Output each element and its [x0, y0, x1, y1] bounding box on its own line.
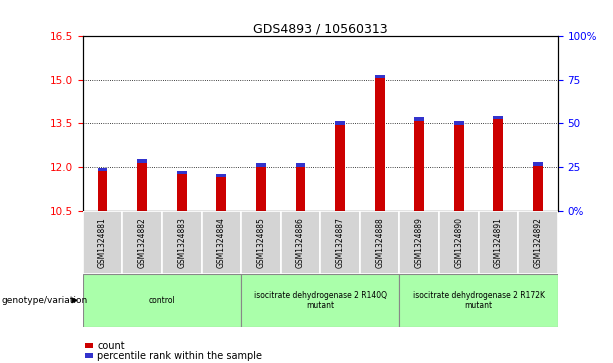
Bar	[137, 163, 147, 211]
Bar	[295, 167, 305, 211]
Bar	[414, 117, 424, 121]
Text: GSM1324882: GSM1324882	[138, 217, 147, 268]
Text: GSM1324887: GSM1324887	[335, 217, 345, 268]
Bar	[295, 163, 305, 167]
Bar	[479, 211, 518, 274]
Text: GSM1324889: GSM1324889	[415, 217, 424, 268]
Bar	[123, 211, 162, 274]
Bar	[360, 211, 400, 274]
Bar	[97, 171, 107, 211]
Bar	[335, 121, 345, 125]
Bar	[400, 274, 558, 327]
Bar	[85, 354, 93, 358]
Bar	[97, 168, 107, 171]
Bar	[241, 274, 400, 327]
Bar	[202, 211, 241, 274]
Text: count: count	[97, 340, 125, 351]
Bar	[137, 159, 147, 163]
Text: genotype/variation: genotype/variation	[1, 296, 88, 305]
Bar	[83, 274, 241, 327]
Bar	[439, 211, 479, 274]
Bar	[241, 211, 281, 274]
Text: percentile rank within the sample: percentile rank within the sample	[97, 351, 262, 361]
Bar	[177, 174, 187, 211]
Bar	[216, 177, 226, 211]
Bar	[281, 211, 321, 274]
Text: isocitrate dehydrogenase 2 R140Q
mutant: isocitrate dehydrogenase 2 R140Q mutant	[254, 291, 387, 310]
Bar	[454, 121, 464, 125]
Text: isocitrate dehydrogenase 2 R172K
mutant: isocitrate dehydrogenase 2 R172K mutant	[413, 291, 545, 310]
Title: GDS4893 / 10560313: GDS4893 / 10560313	[253, 22, 387, 35]
Text: GSM1324892: GSM1324892	[533, 217, 543, 268]
Bar	[256, 163, 266, 167]
Text: control: control	[148, 296, 175, 305]
Bar	[414, 121, 424, 211]
Bar	[85, 343, 93, 348]
Bar	[533, 162, 543, 166]
Bar	[177, 171, 187, 174]
Bar	[400, 211, 439, 274]
Bar	[375, 78, 384, 211]
Bar	[375, 75, 384, 78]
Bar	[321, 211, 360, 274]
Text: GSM1324885: GSM1324885	[256, 217, 265, 268]
Bar	[533, 166, 543, 211]
Bar	[335, 125, 345, 211]
Bar	[83, 211, 123, 274]
Text: GSM1324881: GSM1324881	[98, 217, 107, 268]
Bar	[518, 211, 558, 274]
Text: GSM1324884: GSM1324884	[217, 217, 226, 268]
Text: GSM1324891: GSM1324891	[494, 217, 503, 268]
Bar	[493, 115, 503, 119]
Bar	[454, 125, 464, 211]
Bar	[216, 174, 226, 177]
Text: GSM1324890: GSM1324890	[454, 217, 463, 268]
Bar	[256, 167, 266, 211]
Bar	[493, 119, 503, 211]
Text: GSM1324883: GSM1324883	[177, 217, 186, 268]
Text: GSM1324886: GSM1324886	[296, 217, 305, 268]
Text: GSM1324888: GSM1324888	[375, 217, 384, 268]
Bar	[162, 211, 202, 274]
